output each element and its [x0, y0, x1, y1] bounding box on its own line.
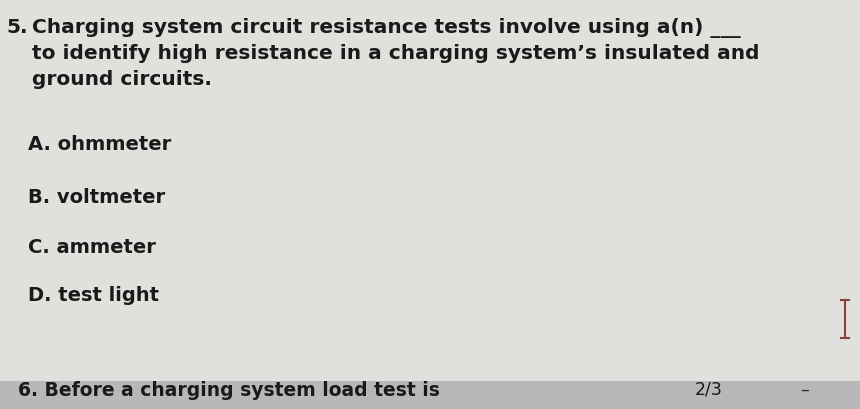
Text: 6. Before a charging system load test is: 6. Before a charging system load test is: [18, 381, 439, 400]
Text: A. ohmmeter: A. ohmmeter: [28, 135, 171, 154]
Bar: [0, 381, 860, 409]
Text: 5.: 5.: [6, 18, 28, 37]
Text: to identify high resistance in a charging system’s insulated and: to identify high resistance in a chargin…: [32, 44, 759, 63]
Text: ground circuits.: ground circuits.: [32, 70, 212, 89]
Text: D. test light: D. test light: [28, 286, 159, 305]
Text: C. ammeter: C. ammeter: [28, 238, 156, 257]
Text: –: –: [800, 381, 808, 399]
Text: B. voltmeter: B. voltmeter: [28, 188, 165, 207]
Text: 2/3: 2/3: [695, 381, 723, 399]
Text: Charging system circuit resistance tests involve using a(n) ___: Charging system circuit resistance tests…: [32, 18, 740, 38]
